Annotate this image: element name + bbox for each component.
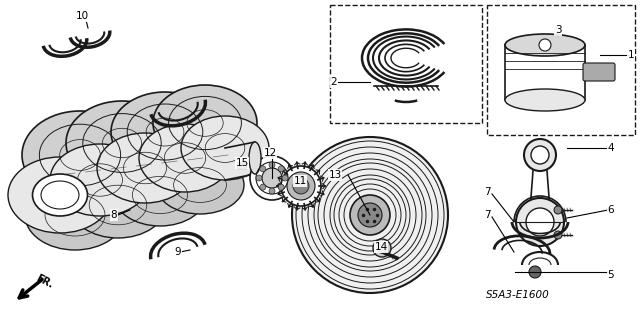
Circle shape [531,146,549,164]
Ellipse shape [8,157,112,233]
Ellipse shape [66,101,178,185]
Ellipse shape [153,85,257,161]
Text: 12: 12 [264,148,276,158]
Circle shape [373,239,391,257]
Ellipse shape [156,156,244,214]
Ellipse shape [50,144,150,216]
Circle shape [269,162,275,168]
Text: 2: 2 [331,77,337,87]
Ellipse shape [249,142,261,174]
Circle shape [278,166,284,172]
Text: S5A3-E1600: S5A3-E1600 [486,290,550,300]
Text: 4: 4 [608,143,614,153]
Text: 15: 15 [236,158,248,168]
Circle shape [260,184,266,190]
Ellipse shape [505,34,585,56]
Bar [237,162,246,168]
Circle shape [269,188,275,194]
Circle shape [554,206,562,214]
Circle shape [282,175,288,181]
Text: 7: 7 [484,210,490,220]
Bar [487,5,635,135]
Circle shape [260,166,266,172]
Text: 5: 5 [608,270,614,280]
Circle shape [539,39,551,51]
Text: 8: 8 [111,210,117,220]
Ellipse shape [25,180,125,250]
Text: FR.: FR. [34,273,54,291]
Text: 11: 11 [293,176,307,186]
Circle shape [256,175,262,181]
Circle shape [293,178,309,194]
Ellipse shape [97,133,193,203]
Text: 9: 9 [175,247,181,257]
Text: 7: 7 [484,187,490,197]
Text: 10: 10 [76,11,88,21]
Circle shape [554,231,562,239]
Circle shape [281,166,321,206]
Circle shape [526,208,554,236]
Circle shape [292,137,448,293]
Bar [330,5,482,123]
Ellipse shape [114,164,206,226]
Text: 3: 3 [555,25,561,35]
Circle shape [516,198,564,246]
Text: 13: 13 [328,170,342,180]
Circle shape [287,172,315,200]
Circle shape [262,168,282,188]
Circle shape [350,195,390,235]
Circle shape [529,266,541,278]
Circle shape [358,203,382,227]
Ellipse shape [70,172,166,238]
Text: 6: 6 [608,205,614,215]
Ellipse shape [111,92,219,172]
Ellipse shape [505,89,585,111]
Ellipse shape [22,111,138,199]
Ellipse shape [33,174,88,216]
Circle shape [278,184,284,190]
Circle shape [377,243,387,253]
Ellipse shape [181,116,269,180]
FancyBboxPatch shape [583,63,615,81]
Circle shape [524,139,556,171]
Circle shape [250,156,294,200]
Text: 14: 14 [374,242,388,252]
Text: 1: 1 [628,50,634,60]
Ellipse shape [139,124,231,192]
